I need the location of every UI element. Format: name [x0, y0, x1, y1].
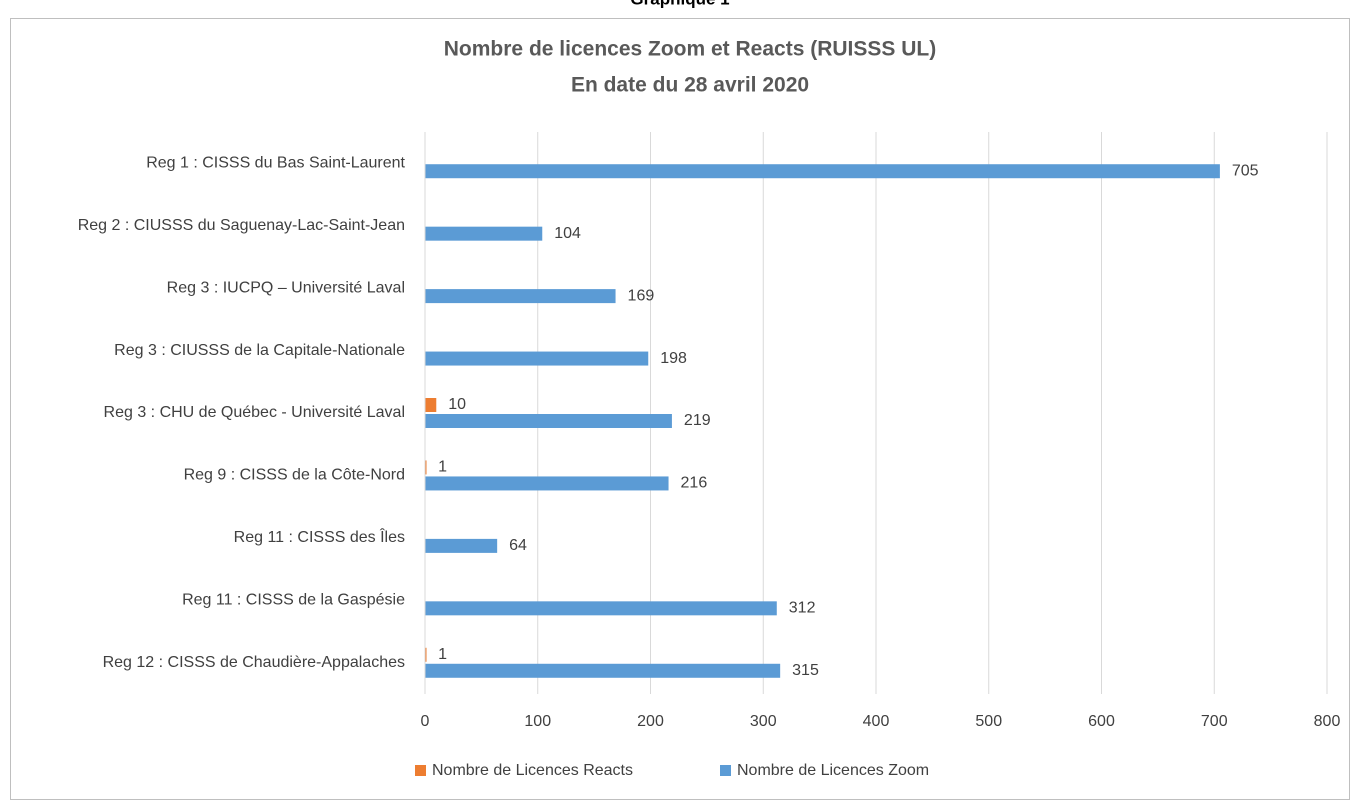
y-tick-label: Reg 3 : CHU de Québec - Université Laval — [104, 404, 405, 421]
bar — [425, 289, 616, 304]
data-label: 64 — [509, 537, 527, 554]
bar — [425, 398, 437, 412]
legend-swatch — [720, 765, 731, 776]
bar — [425, 647, 427, 662]
y-tick-label: Reg 3 : IUCPQ – Université Laval — [167, 279, 405, 296]
bar — [425, 351, 649, 366]
data-label: 104 — [554, 225, 581, 242]
data-label: 315 — [792, 662, 819, 679]
data-label: 705 — [1232, 162, 1259, 179]
data-label: 10 — [448, 396, 466, 413]
legend-label: Nombre de Licences Zoom — [737, 762, 929, 779]
x-tick-label: 0 — [421, 713, 430, 730]
bar — [425, 226, 543, 241]
y-tick-label: Reg 11 : CISSS des Îles — [234, 527, 405, 546]
page-header: Graphique 1 — [630, 0, 729, 8]
legend-label: Nombre de Licences Reacts — [432, 762, 633, 779]
x-tick-label: 100 — [524, 713, 551, 730]
chart-title: Nombre de licences Zoom et Reacts (RUISS… — [444, 38, 936, 61]
legend-swatch — [415, 765, 426, 776]
data-label: 1 — [438, 646, 447, 663]
y-tick-label: Reg 11 : CISSS de la Gaspésie — [182, 592, 405, 609]
y-tick-label: Reg 2 : CIUSSS du Saguenay-Lac-Saint-Jea… — [78, 217, 405, 234]
x-tick-label: 200 — [637, 713, 664, 730]
data-label: 312 — [789, 600, 816, 617]
x-tick-label: 600 — [1088, 713, 1115, 730]
y-tick-label: Reg 12 : CISSS de Chaudière-Appalaches — [103, 654, 405, 671]
data-label: 216 — [681, 475, 708, 492]
bar — [425, 663, 781, 678]
bar — [425, 460, 427, 475]
x-tick-label: 400 — [863, 713, 890, 730]
bar — [425, 476, 669, 491]
x-tick-label: 700 — [1201, 713, 1228, 730]
data-label: 198 — [660, 350, 687, 367]
data-label: 1 — [438, 459, 447, 476]
x-tick-label: 800 — [1314, 713, 1341, 730]
y-tick-label: Reg 3 : CIUSSS de la Capitale-Nationale — [114, 342, 405, 359]
x-tick-label: 500 — [975, 713, 1002, 730]
bar — [425, 414, 672, 428]
data-label: 219 — [684, 412, 711, 429]
y-tick-label: Reg 1 : CISSS du Bas Saint-Laurent — [146, 154, 405, 171]
y-tick-label: Reg 9 : CISSS de la Côte-Nord — [184, 467, 405, 484]
data-label: 169 — [628, 287, 655, 304]
bar — [425, 538, 498, 553]
bar — [425, 164, 1220, 179]
chart-subtitle: En date du 28 avril 2020 — [571, 74, 809, 97]
x-tick-label: 300 — [750, 713, 777, 730]
bar — [425, 601, 777, 616]
